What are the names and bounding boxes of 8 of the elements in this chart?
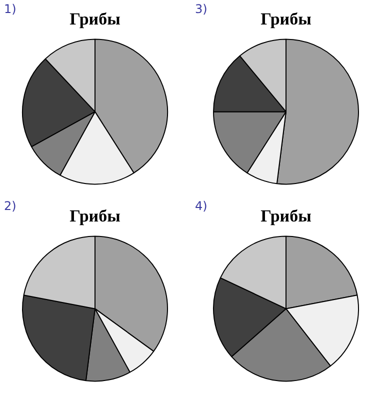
chart-title: Грибы — [260, 206, 312, 226]
chart-title: Грибы — [70, 10, 120, 29]
text: 1) — [4, 2, 16, 16]
text: 2) — [4, 199, 16, 213]
chart-title: Грибы — [260, 10, 312, 29]
text: 3) — [195, 2, 208, 16]
text: 4) — [195, 199, 208, 213]
chart-title: Грибы — [70, 206, 120, 226]
